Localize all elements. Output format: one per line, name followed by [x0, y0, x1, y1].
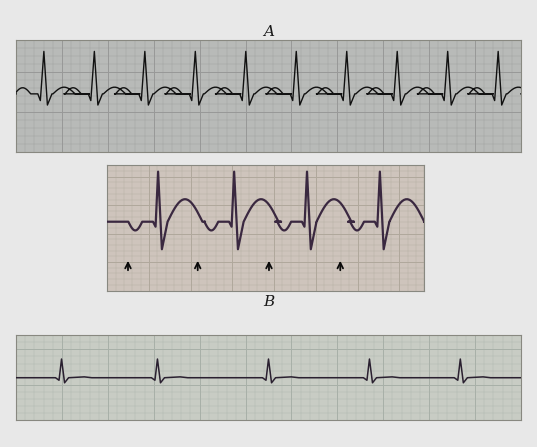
- Text: B: B: [263, 295, 274, 309]
- Text: A: A: [263, 25, 274, 38]
